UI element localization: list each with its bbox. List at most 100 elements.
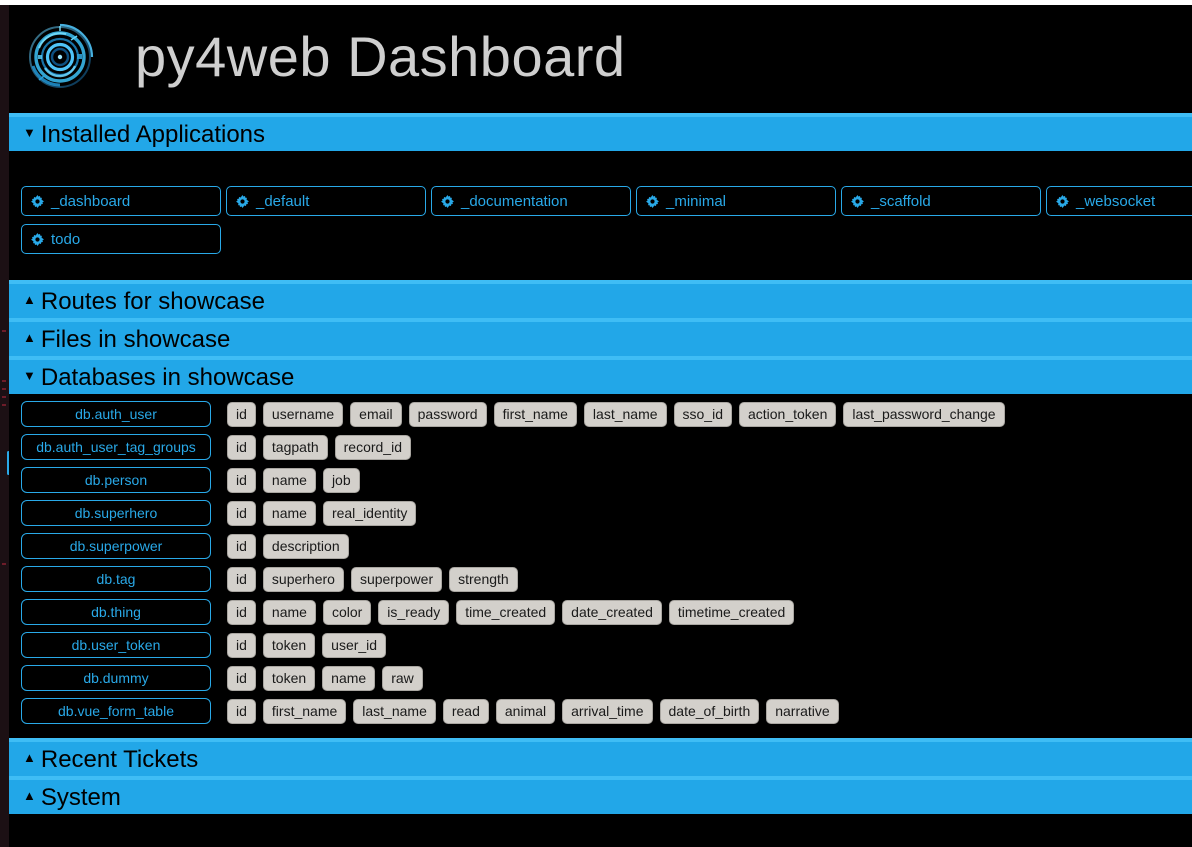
gear-icon [851, 194, 864, 208]
section-header-system[interactable]: ▲ System [9, 776, 1192, 814]
app-button-row: _dashboard _default _documentation [21, 186, 1192, 216]
left-edge-tick [2, 563, 6, 565]
field-chip[interactable]: time_created [456, 599, 556, 625]
browser-top-strip [0, 0, 1192, 5]
field-chip[interactable]: username [262, 401, 344, 427]
field-chip[interactable]: id [227, 401, 256, 427]
field-chip[interactable]: superpower [350, 566, 443, 592]
app-button-documentation[interactable]: _documentation [431, 186, 631, 216]
database-table-row: db.vue_form_table id first_name last_name re… [21, 698, 1192, 724]
field-chip[interactable]: sso_id [673, 401, 732, 427]
left-edge-tick [2, 396, 6, 398]
field-chip[interactable]: id [227, 665, 256, 691]
section-label: Routes for showcase [40, 287, 265, 315]
table-name-button[interactable]: db.vue_form_table [21, 698, 211, 724]
field-chip[interactable]: tagpath [262, 434, 328, 460]
database-table-row: db.user_token id token user_id [21, 632, 1192, 658]
field-chip[interactable]: first_name [493, 401, 577, 427]
page-content: py4web Dashboard ▼ Installed Applications… [9, 5, 1192, 847]
section-header-routes[interactable]: ▲ Routes for showcase [9, 280, 1192, 318]
field-chip[interactable]: name [262, 599, 316, 625]
field-chip[interactable]: name [262, 500, 316, 526]
field-chip[interactable]: read [442, 698, 489, 724]
field-chip[interactable]: first_name [262, 698, 347, 724]
app-button-label: _scaffold [871, 192, 931, 210]
left-edge-tick [2, 380, 6, 382]
field-chip[interactable]: strength [449, 566, 518, 592]
field-chip[interactable]: is_ready [378, 599, 450, 625]
field-chip[interactable]: id [227, 566, 256, 592]
app-button-label: _dashboard [51, 192, 131, 210]
table-field-list: id name real_identity [227, 500, 417, 526]
table-name-button[interactable]: db.auth_user [21, 401, 211, 427]
table-field-list: id token user_id [227, 632, 387, 658]
field-chip[interactable]: color [322, 599, 372, 625]
field-chip[interactable]: id [227, 467, 256, 493]
table-name-button[interactable]: db.thing [21, 599, 211, 625]
table-name-button[interactable]: db.auth_user_tag_groups [21, 434, 211, 460]
field-chip[interactable]: timetime_created [668, 599, 795, 625]
database-table-row: db.auth_user id username email password first… [21, 401, 1192, 427]
field-chip[interactable]: narrative [766, 698, 839, 724]
table-field-list: id name color is_ready time_created date_crea… [227, 599, 795, 625]
app-button-row: todo [21, 224, 1192, 254]
section-header-files[interactable]: ▲ Files in showcase [9, 318, 1192, 356]
app-button-websocket[interactable]: _websocket [1046, 186, 1192, 216]
field-chip[interactable]: name [322, 665, 376, 691]
gear-icon [236, 194, 249, 208]
section-header-recent-tickets[interactable]: ▲ Recent Tickets [9, 738, 1192, 776]
left-edge-tick [2, 330, 6, 332]
database-table-row: db.person id name job [21, 467, 1192, 493]
app-button-default[interactable]: _default [226, 186, 426, 216]
field-chip[interactable]: date_created [562, 599, 662, 625]
section-header-installed-applications[interactable]: ▼ Installed Applications [9, 113, 1192, 151]
field-chip[interactable]: action_token [738, 401, 837, 427]
section-header-databases[interactable]: ▼ Databases in showcase [9, 356, 1192, 394]
field-chip[interactable]: arrival_time [562, 698, 653, 724]
app-button-minimal[interactable]: _minimal [636, 186, 836, 216]
field-chip[interactable]: description [262, 533, 349, 559]
table-name-button[interactable]: db.person [21, 467, 211, 493]
field-chip[interactable]: id [227, 632, 256, 658]
field-chip[interactable]: password [408, 401, 487, 427]
field-chip[interactable]: id [227, 434, 256, 460]
table-name-button[interactable]: db.superhero [21, 500, 211, 526]
field-chip[interactable]: last_name [583, 401, 667, 427]
field-chip[interactable]: last_password_change [843, 401, 1005, 427]
field-chip[interactable]: name [262, 467, 316, 493]
section-label: System [40, 783, 121, 811]
table-name-button[interactable]: db.user_token [21, 632, 211, 658]
table-name-button[interactable]: db.dummy [21, 665, 211, 691]
field-chip[interactable]: raw [382, 665, 423, 691]
left-scrollbar-thumb[interactable] [7, 451, 10, 475]
field-chip[interactable]: last_name [353, 698, 436, 724]
field-chip[interactable]: superhero [262, 566, 344, 592]
chevron-down-icon: ▼ [23, 367, 36, 383]
table-field-list: id username email password first_name last_na… [227, 401, 1005, 427]
table-name-button[interactable]: db.superpower [21, 533, 211, 559]
field-chip[interactable]: token [262, 665, 316, 691]
field-chip[interactable]: id [227, 599, 256, 625]
database-table-row: db.tag id superhero superpower strength [21, 566, 1192, 592]
field-chip[interactable]: email [350, 401, 402, 427]
table-field-list: id tagpath record_id [227, 434, 411, 460]
field-chip[interactable]: token [262, 632, 316, 658]
field-chip[interactable]: id [227, 533, 256, 559]
field-chip[interactable]: job [322, 467, 360, 493]
field-chip[interactable]: date_of_birth [659, 698, 760, 724]
page-header: py4web Dashboard [9, 5, 1192, 109]
field-chip[interactable]: id [227, 698, 256, 724]
table-name-button[interactable]: db.tag [21, 566, 211, 592]
database-table-row: db.dummy id token name raw [21, 665, 1192, 691]
section-label: Recent Tickets [40, 745, 199, 773]
field-chip[interactable]: record_id [334, 434, 411, 460]
field-chip[interactable]: user_id [322, 632, 387, 658]
field-chip[interactable]: id [227, 500, 256, 526]
app-button-todo[interactable]: todo [21, 224, 221, 254]
app-button-dashboard[interactable]: _dashboard [21, 186, 221, 216]
app-button-scaffold[interactable]: _scaffold [841, 186, 1041, 216]
table-field-list: id token name raw [227, 665, 423, 691]
section-label: Databases in showcase [40, 363, 295, 391]
field-chip[interactable]: real_identity [322, 500, 417, 526]
field-chip[interactable]: animal [495, 698, 556, 724]
